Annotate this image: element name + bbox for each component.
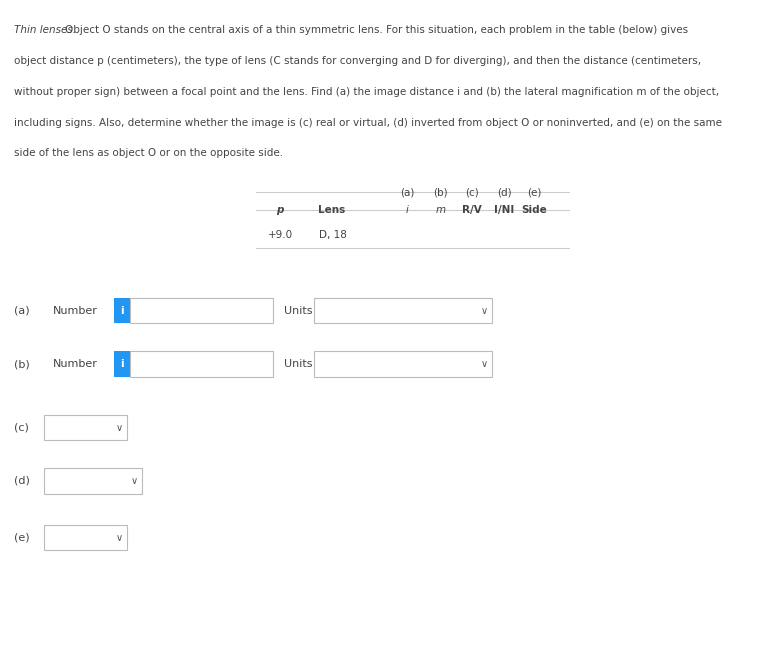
Text: (c): (c) [14, 423, 29, 432]
FancyBboxPatch shape [314, 351, 492, 377]
Text: (a): (a) [14, 306, 30, 315]
Text: (d): (d) [14, 476, 30, 486]
Text: ∨: ∨ [481, 306, 488, 315]
Text: (a): (a) [400, 187, 414, 197]
FancyBboxPatch shape [114, 351, 130, 377]
FancyBboxPatch shape [44, 415, 127, 440]
Text: (e): (e) [528, 187, 541, 197]
FancyBboxPatch shape [114, 298, 130, 323]
Text: (d): (d) [497, 187, 512, 197]
Text: (e): (e) [14, 533, 30, 542]
Text: Thin lenses.: Thin lenses. [14, 25, 76, 35]
Text: i: i [120, 306, 123, 315]
Text: (b): (b) [14, 359, 30, 369]
Text: Object O stands on the central axis of a thin symmetric lens. For this situation: Object O stands on the central axis of a… [65, 25, 688, 35]
Text: i: i [406, 205, 409, 215]
Text: ∨: ∨ [116, 423, 123, 432]
Text: ∨: ∨ [116, 533, 123, 542]
Text: Units: Units [284, 306, 313, 315]
Text: (c): (c) [466, 187, 479, 197]
FancyBboxPatch shape [130, 351, 273, 377]
Text: without proper sign) between a focal point and the lens. Find (a) the image dist: without proper sign) between a focal poi… [14, 87, 718, 97]
Text: Units: Units [284, 359, 313, 369]
Text: Lens: Lens [318, 205, 345, 215]
Text: including signs. Also, determine whether the image is (c) real or virtual, (d) i: including signs. Also, determine whether… [14, 118, 721, 128]
FancyBboxPatch shape [44, 525, 127, 550]
Text: +9.0: +9.0 [267, 230, 293, 240]
FancyBboxPatch shape [130, 298, 273, 323]
Text: side of the lens as object O or on the opposite side.: side of the lens as object O or on the o… [14, 148, 283, 158]
Text: object distance p (centimeters), the type of lens (C stands for converging and D: object distance p (centimeters), the typ… [14, 56, 701, 66]
Text: Side: Side [522, 205, 547, 215]
FancyBboxPatch shape [44, 468, 142, 494]
Text: (b): (b) [433, 187, 448, 197]
FancyBboxPatch shape [314, 298, 492, 323]
Text: p: p [276, 205, 284, 215]
Text: ∨: ∨ [131, 476, 139, 486]
Text: m: m [435, 205, 446, 215]
Text: I/NI: I/NI [494, 205, 514, 215]
Text: ∨: ∨ [481, 359, 488, 369]
Text: D, 18: D, 18 [319, 230, 347, 240]
Text: i: i [120, 359, 123, 369]
Text: Number: Number [53, 306, 98, 315]
Text: R/V: R/V [463, 205, 482, 215]
Text: Number: Number [53, 359, 98, 369]
